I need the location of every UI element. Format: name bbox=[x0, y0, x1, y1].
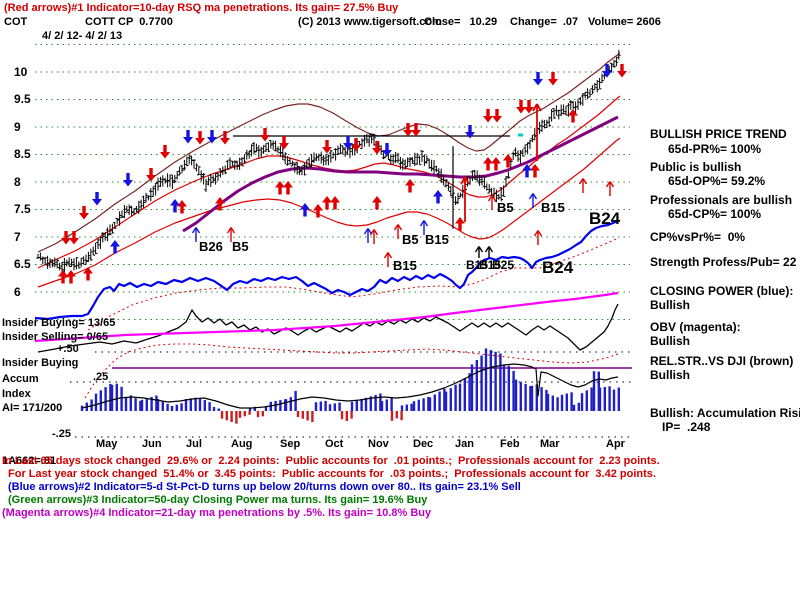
copyright-label: (C) 2013 www.tigersoft.com bbox=[298, 16, 442, 28]
signal-label: B15 bbox=[393, 258, 417, 273]
header-indicator-line: (Red arrows)#1 Indicator=10-day RSQ ma p… bbox=[4, 2, 399, 14]
signal-label: B26 bbox=[199, 239, 223, 254]
right-panel-line: Public is bullish bbox=[650, 160, 742, 174]
x-axis-month-label: Jun bbox=[142, 438, 162, 450]
right-panel-line: 65d-OP%= 59.2% bbox=[668, 174, 766, 188]
right-panel-line: IP= .248 bbox=[662, 420, 711, 434]
bottom-indicator-line: (Blue arrows)#2 Indicator=5-d St-Pct-D t… bbox=[8, 481, 521, 493]
close-value: Close= 10.29 bbox=[424, 16, 498, 28]
signal-label: B15 bbox=[541, 200, 565, 215]
signal-label: B15 bbox=[479, 258, 502, 272]
panel-left-label: Index bbox=[2, 388, 31, 400]
bottom-overlap-text: 1A662=.81 bbox=[2, 455, 57, 467]
panel-left-label: .25 bbox=[93, 371, 109, 383]
signal-label: B5 bbox=[497, 200, 514, 215]
panel-left-label: +.50 bbox=[57, 343, 79, 355]
bottom-indicator-line: (Green arrows)#3 Indicator=50-day Closin… bbox=[8, 494, 428, 506]
x-axis-month-label: Jan bbox=[455, 438, 474, 450]
symbol-price-label: COTT CP 0.7700 bbox=[85, 16, 173, 28]
right-panel-line: 65d-CP%= 100% bbox=[668, 207, 762, 221]
y-axis-tick-label: 9.5 bbox=[14, 92, 31, 106]
ticker-symbol: COT bbox=[4, 16, 28, 28]
right-panel-line: Professionals are bullish bbox=[650, 193, 793, 207]
right-panel-line: Bullish: Accumulation Risi bbox=[650, 406, 800, 420]
date-range-label: 4/ 2/ 12- 4/ 2/ 13 bbox=[42, 30, 123, 42]
y-axis-tick-label: 10 bbox=[14, 65, 28, 79]
volume-value: Volume= 2606 bbox=[588, 16, 661, 28]
panel-left-label: Insider Buying= 13/65 bbox=[2, 317, 116, 329]
right-panel-line: OBV (magenta): bbox=[650, 320, 741, 334]
panel-left-label: Insider Selling= 0/65 bbox=[2, 331, 109, 343]
change-value: Change= .07 bbox=[510, 16, 579, 28]
signal-label: B24 bbox=[589, 209, 621, 228]
signal-label: B24 bbox=[542, 258, 574, 277]
panel-left-label: Accum bbox=[2, 373, 39, 385]
right-panel-line: CLOSING POWER (blue): bbox=[650, 284, 794, 298]
y-axis-tick-label: 6.5 bbox=[14, 257, 31, 271]
x-axis-month-label: Mar bbox=[540, 438, 560, 450]
signal-label: B5 bbox=[402, 232, 419, 247]
y-axis-tick-label: 9 bbox=[14, 120, 21, 134]
y-axis-tick-label: 7.5 bbox=[14, 202, 31, 216]
x-axis-month-label: Aug bbox=[231, 438, 253, 450]
signal-label: B15 bbox=[466, 258, 489, 272]
panel-left-label: AI= 171/200 bbox=[2, 402, 63, 414]
right-panel-line: Strength Profess/Pub= 22 bbox=[650, 255, 797, 269]
bottom-indicator-line: For Last year stock changed 51.4% or 3.4… bbox=[8, 468, 656, 480]
x-axis-month-label: Apr bbox=[606, 438, 625, 450]
x-axis-month-label: Jul bbox=[186, 438, 202, 450]
right-panel-line: Bullish bbox=[650, 368, 691, 382]
right-panel-line: BULLISH PRICE TREND bbox=[650, 127, 787, 141]
right-panel-line: CP%vsPr%= 0% bbox=[650, 230, 746, 244]
signal-label: B5 bbox=[232, 239, 249, 254]
right-panel-line: REL.STR..VS DJI (brown) bbox=[650, 354, 794, 368]
signal-label: B25 bbox=[492, 258, 515, 272]
x-axis-month-label: Nov bbox=[368, 438, 389, 450]
bottom-indicator-line: In Last 65 days stock changed 29.6% or 2… bbox=[2, 455, 660, 467]
x-axis-month-label: May bbox=[96, 438, 118, 450]
right-panel-line: 65d-PR%= 100% bbox=[668, 142, 762, 156]
panel-left-label: -.25 bbox=[52, 428, 71, 440]
bottom-indicator-line: (Magenta arrows)#4 Indicator=21-day ma p… bbox=[2, 507, 432, 519]
x-axis-month-label: Oct bbox=[325, 438, 344, 450]
y-axis-tick-label: 7 bbox=[14, 230, 21, 244]
y-axis-tick-label: 8.5 bbox=[14, 147, 31, 161]
right-panel-line: Bullish bbox=[650, 298, 691, 312]
signal-label: B15 bbox=[425, 232, 449, 247]
x-axis-month-label: Dec bbox=[413, 438, 434, 450]
x-axis-month-label: Feb bbox=[500, 438, 520, 450]
y-axis-tick-label: 8 bbox=[14, 175, 21, 189]
panel-left-label: Insider Buying bbox=[2, 357, 79, 369]
y-axis-tick-label: 6 bbox=[14, 285, 21, 299]
right-panel-line: Bullish bbox=[650, 334, 691, 348]
x-axis-month-label: Sep bbox=[280, 438, 301, 450]
